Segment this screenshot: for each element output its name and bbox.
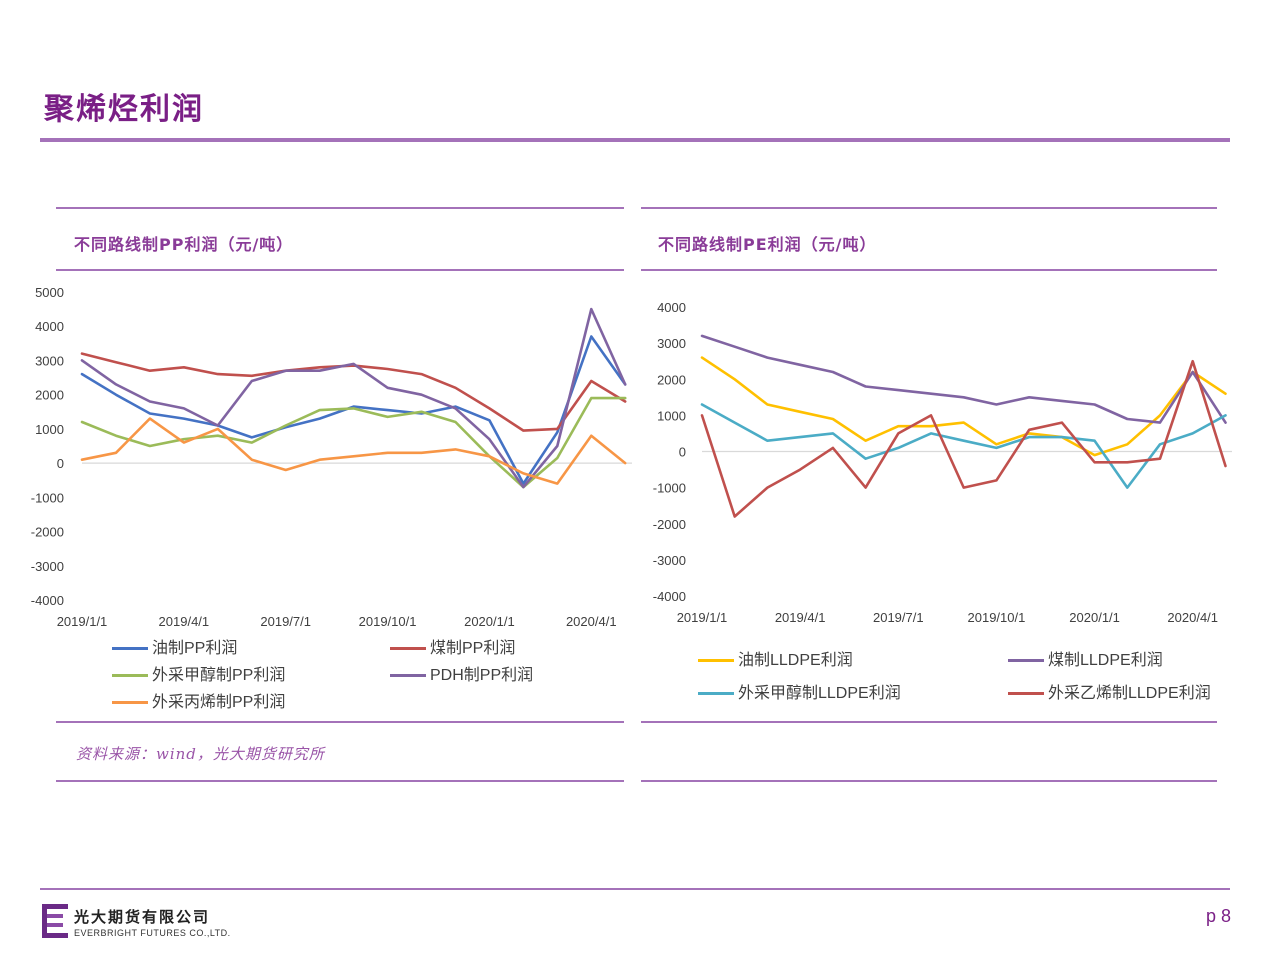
legend-swatch	[1008, 659, 1044, 663]
left-panel-source-rule	[56, 780, 624, 782]
legend-item: 外采丙烯制PP利润	[112, 688, 285, 712]
pe-profit-chart: 4000 3000 2000 1000 0 -1000 -2000 -3000 -4000 201…	[653, 300, 1232, 625]
legend-item: 煤制LLDPE利润	[1008, 646, 1163, 670]
series-line-5	[80, 417, 627, 485]
y-tick-label: -1000	[31, 490, 64, 505]
y-tick-label: 0	[679, 445, 686, 460]
legend-swatch	[390, 674, 426, 678]
left-panel-title-rule	[56, 269, 624, 271]
x-tick-label: 2019/7/1	[873, 610, 924, 625]
y-tick-label: 1000	[657, 408, 686, 423]
y-tick-label: -1000	[653, 481, 686, 496]
legend-swatch	[1008, 692, 1044, 696]
y-tick-label: 5000	[35, 285, 64, 300]
y-tick-label: 4000	[657, 300, 686, 315]
x-tick-label: 2019/1/1	[677, 610, 728, 625]
y-tick-label: 3000	[35, 353, 64, 368]
series-line-2	[700, 334, 1227, 424]
legend-item: 外采甲醇制PP利润	[112, 661, 285, 685]
legend-item: 煤制PP利润	[390, 634, 515, 658]
series-line-3	[700, 403, 1227, 489]
x-tick-label: 2019/10/1	[968, 610, 1026, 625]
left-panel-bottom-rule	[56, 721, 624, 723]
series-line-3	[80, 396, 627, 489]
legend-label: PDH制PP利润	[430, 667, 534, 684]
source-note: 资料来源：wind，光大期货研究所	[76, 745, 325, 763]
right-panel-source-rule	[641, 780, 1217, 782]
x-tick-label: 2019/1/1	[57, 614, 108, 629]
legend-swatch	[112, 701, 148, 705]
legend-label: 外采甲醇制PP利润	[152, 667, 286, 684]
footer-rule	[40, 888, 1230, 890]
company-name-en: EVERBRIGHT FUTURES CO.,LTD.	[74, 928, 231, 938]
y-tick-label: 0	[57, 456, 64, 471]
legend-label: 油制PP利润	[152, 640, 238, 657]
x-tick-label: 2019/4/1	[159, 614, 210, 629]
legend-item: 油制LLDPE利润	[698, 646, 853, 670]
x-tick-label: 2020/4/1	[566, 614, 617, 629]
legend-swatch	[112, 647, 148, 651]
x-tick-label: 2020/1/1	[464, 614, 515, 629]
company-name-cn: 光大期货有限公司	[74, 908, 211, 926]
x-tick-label: 2019/4/1	[775, 610, 826, 625]
series-line-1	[80, 335, 627, 485]
company-logo-icon	[42, 904, 68, 938]
x-tick-label: 2019/7/1	[260, 614, 311, 629]
legend-item: 外采甲醇制LLDPE利润	[698, 679, 901, 703]
y-tick-label: -3000	[31, 559, 64, 574]
y-tick-label: -3000	[653, 553, 686, 568]
legend-swatch	[698, 659, 734, 663]
page-number: p 8	[1206, 906, 1232, 926]
legend-item: PDH制PP利润	[390, 661, 533, 685]
right-panel-title-rule	[641, 269, 1217, 271]
legend-swatch	[112, 674, 148, 678]
series-line-4	[700, 359, 1227, 518]
page-title: 聚烯烃利润	[44, 92, 204, 127]
left-panel-top-rule	[56, 207, 624, 209]
series-line-4	[80, 307, 627, 489]
right-panel-top-rule	[641, 207, 1217, 209]
y-tick-label: -4000	[31, 593, 64, 608]
right-chart-title: 不同路线制PE利润（元/吨）	[658, 235, 877, 254]
y-tick-label: 3000	[657, 336, 686, 351]
x-tick-label: 2019/10/1	[359, 614, 417, 629]
y-tick-label: 2000	[35, 388, 64, 403]
left-chart-title: 不同路线制PP利润（元/吨）	[74, 235, 294, 254]
right-panel-bottom-rule	[641, 721, 1217, 723]
legend-label: 外采丙烯制PP利润	[152, 694, 286, 711]
y-tick-label: -4000	[653, 589, 686, 604]
legend-label: 煤制PP利润	[430, 640, 516, 657]
legend-label: 外采甲醇制LLDPE利润	[738, 685, 901, 702]
series-line-1	[700, 356, 1227, 457]
legend-swatch	[390, 647, 426, 651]
pp-profit-chart: 5000 4000 3000 2000 1000 0 -1000 -2000 -3000 -400…	[31, 285, 632, 629]
y-tick-label: -2000	[31, 525, 64, 540]
legend-label: 油制LLDPE利润	[738, 652, 853, 669]
legend-item: 油制PP利润	[112, 634, 237, 658]
y-tick-label: 4000	[35, 319, 64, 334]
y-tick-label: -2000	[653, 517, 686, 532]
x-tick-label: 2020/4/1	[1167, 610, 1218, 625]
title-underline	[40, 138, 1230, 142]
legend-swatch	[698, 692, 734, 696]
legend-label: 煤制LLDPE利润	[1048, 652, 1163, 669]
series-line-2	[80, 352, 627, 432]
legend-label: 外采乙烯制LLDPE利润	[1048, 685, 1211, 702]
y-tick-label: 1000	[35, 422, 64, 437]
x-tick-label: 2020/1/1	[1069, 610, 1120, 625]
y-tick-label: 2000	[657, 372, 686, 387]
legend-item: 外采乙烯制LLDPE利润	[1008, 679, 1211, 703]
